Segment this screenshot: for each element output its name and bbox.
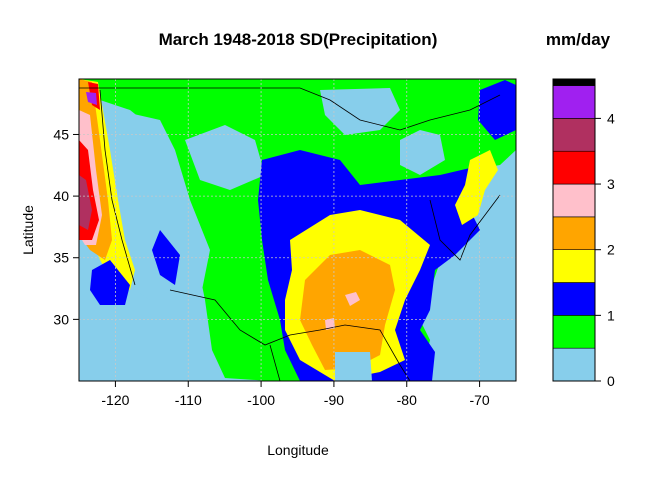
- legend-tick-label: 2: [607, 242, 615, 258]
- legend-swatch: [552, 183, 596, 218]
- legend-tick-label: 3: [607, 176, 615, 192]
- chart-title: March 1948-2018 SD(Precipitation): [158, 30, 438, 49]
- legend-tick-label: 1: [607, 307, 615, 323]
- x-tick-label: -100: [247, 392, 275, 408]
- color-legend: [552, 78, 596, 382]
- y-tick-label: 45: [53, 126, 69, 142]
- x-tick-label: -110: [175, 392, 202, 408]
- y-tick-label: 40: [53, 188, 69, 204]
- grid-lines: [79, 79, 516, 381]
- legend-ticks: 0 1 2 3 4: [595, 110, 615, 389]
- legend-swatch: [552, 216, 596, 250]
- y-axis-ticks: 30 35 40 45: [53, 126, 79, 327]
- y-tick-label: 35: [53, 250, 69, 266]
- legend-swatch: [552, 118, 596, 152]
- x-axis-ticks: -120 -110 -100 -90 -80 -70: [101, 381, 490, 408]
- legend-tick-label: 4: [607, 110, 615, 126]
- legend-frame: [552, 78, 596, 382]
- precipitation-field: [79, 79, 516, 381]
- legend-swatch: [552, 85, 596, 119]
- x-tick-label: -120: [101, 392, 129, 408]
- x-tick-label: -80: [397, 392, 417, 408]
- y-tick-label: 30: [53, 311, 69, 327]
- legend-swatch: [552, 282, 596, 316]
- legend-swatch: [552, 78, 596, 86]
- legend-swatch: [552, 249, 596, 283]
- x-tick-label: -70: [469, 392, 489, 408]
- x-tick-label: -90: [324, 392, 344, 408]
- legend-units: mm/day: [545, 30, 611, 49]
- legend-swatch: [552, 150, 596, 185]
- x-axis-label: Longitude: [267, 442, 329, 458]
- plot-frame: [78, 78, 517, 382]
- legend-swatch: [552, 347, 596, 382]
- legend-tick-label: 0: [607, 373, 615, 389]
- legend-swatch: [552, 315, 596, 349]
